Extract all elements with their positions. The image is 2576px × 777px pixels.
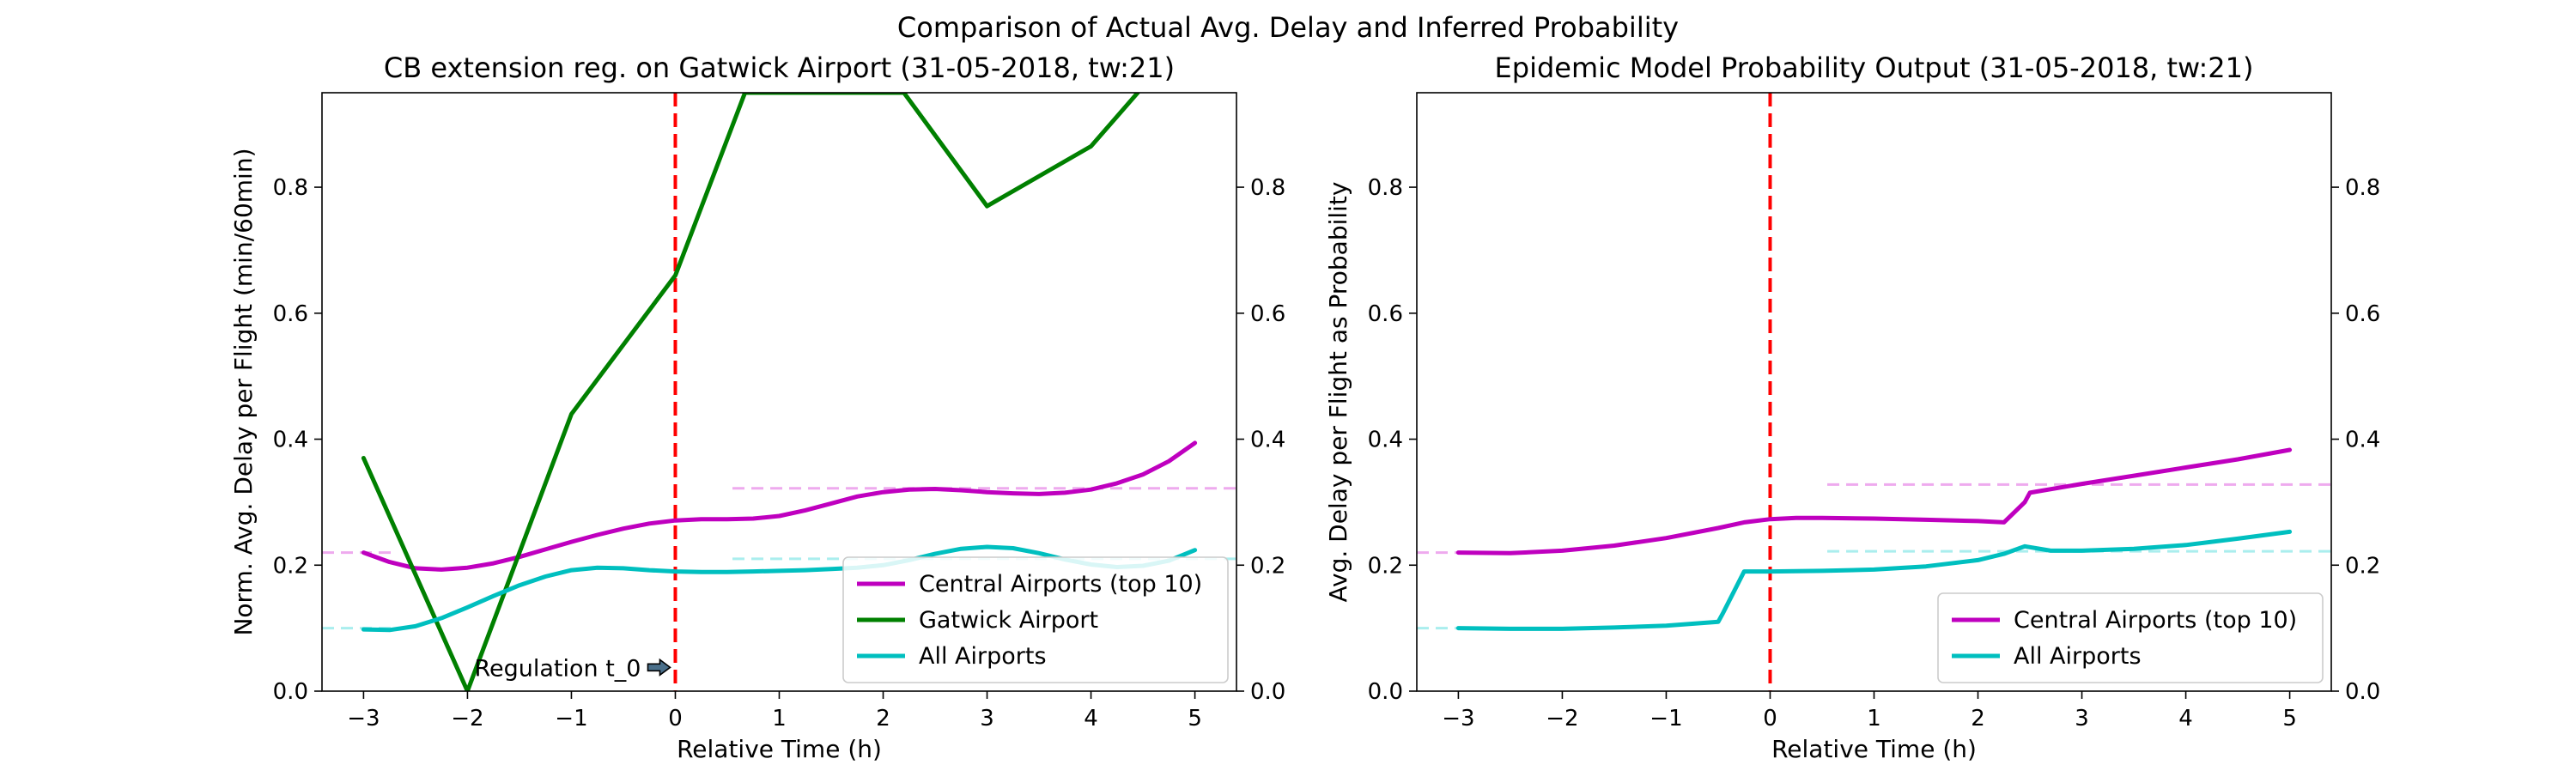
- x-tick-label: −2: [451, 706, 483, 731]
- legend: Central Airports (top 10) Gatwick Airport…: [842, 556, 1229, 683]
- y-tick-label-left: 0.2: [273, 553, 308, 579]
- legend-box: [842, 556, 1229, 683]
- y-tick-label-right: 0.6: [1250, 301, 1285, 327]
- x-axis-label: Relative Time (h): [1771, 735, 1977, 763]
- x-tick-label: −1: [1649, 706, 1682, 731]
- panel-right: Epidemic Model Probability Output (31-05…: [1324, 52, 2380, 763]
- x-axis-label: Relative Time (h): [677, 735, 882, 763]
- legend-label: All Airports: [919, 643, 1047, 670]
- x-tick-label: 0: [668, 706, 683, 731]
- x-tick-label: 2: [876, 706, 890, 731]
- legend-label: Central Airports (top 10): [2014, 607, 2297, 634]
- x-tick-label: 1: [772, 706, 787, 731]
- x-tick-label: 3: [980, 706, 994, 731]
- y-tick-label-right: 0.2: [2345, 553, 2380, 579]
- y-tick-label-left: 0.8: [1368, 175, 1403, 201]
- y-tick-label-right: 0.4: [2345, 428, 2380, 453]
- annotation-arrow-icon: [647, 658, 671, 677]
- legend-box: [1937, 592, 2324, 683]
- legend-label: Central Airports (top 10): [919, 571, 1202, 598]
- figure-title: Comparison of Actual Avg. Delay and Infe…: [897, 11, 1679, 44]
- x-tick-label: 5: [2282, 706, 2297, 731]
- plot-area: [1417, 93, 2331, 691]
- x-tick-label: 3: [2075, 706, 2089, 731]
- x-tick-label: −2: [1546, 706, 1578, 731]
- y-tick-label-left: 0.4: [1368, 428, 1403, 453]
- y-tick-label-right: 0.8: [2345, 175, 2380, 201]
- panel-title: CB extension reg. on Gatwick Airport (31…: [384, 52, 1175, 84]
- series-line-central: [1455, 447, 2293, 555]
- legend: Central Airports (top 10) All Airports: [1937, 592, 2324, 683]
- x-tick-label: 0: [1763, 706, 1777, 731]
- y-tick-label-left: 0.0: [273, 679, 308, 705]
- y-tick-label-left: 0.6: [273, 301, 308, 327]
- y-tick-label-right: 0.6: [2345, 301, 2380, 327]
- y-axis-label: Avg. Delay per Flight as Probability: [1324, 182, 1352, 603]
- y-tick-label-right: 0.0: [2345, 679, 2380, 705]
- y-tick-label-left: 0.8: [273, 175, 308, 201]
- series-line-gatwick: [361, 93, 1140, 691]
- x-tick-label: −3: [347, 706, 380, 731]
- y-tick-label-left: 0.4: [273, 428, 308, 453]
- series-line-central: [361, 440, 1198, 572]
- panel-title: Epidemic Model Probability Output (31-05…: [1495, 52, 2254, 84]
- x-tick-label: −1: [555, 706, 587, 731]
- legend-label: All Airports: [2014, 643, 2142, 670]
- x-tick-label: −3: [1442, 706, 1474, 731]
- x-tick-label: 4: [2178, 706, 2193, 731]
- series-line-all: [1455, 529, 2293, 631]
- y-tick-label-right: 0.8: [1250, 175, 1285, 201]
- y-tick-label-right: 0.0: [1250, 679, 1285, 705]
- y-tick-label-left: 0.6: [1368, 301, 1403, 327]
- y-tick-label-left: 0.2: [1368, 553, 1403, 579]
- x-tick-label: 5: [1188, 706, 1202, 731]
- x-tick-label: 4: [1084, 706, 1098, 731]
- panel-left: CB extension reg. on Gatwick Airport (31…: [229, 52, 1285, 763]
- y-tick-label-right: 0.4: [1250, 428, 1285, 453]
- x-tick-label: 1: [1867, 706, 1881, 731]
- y-axis-label: Norm. Avg. Delay per Flight (min/60min): [229, 148, 258, 635]
- legend-label: Gatwick Airport: [919, 607, 1098, 634]
- y-tick-label-left: 0.0: [1368, 679, 1403, 705]
- x-tick-label: 2: [1971, 706, 1985, 731]
- y-tick-label-right: 0.2: [1250, 553, 1285, 579]
- annotation-text: Regulation t_0: [474, 655, 641, 682]
